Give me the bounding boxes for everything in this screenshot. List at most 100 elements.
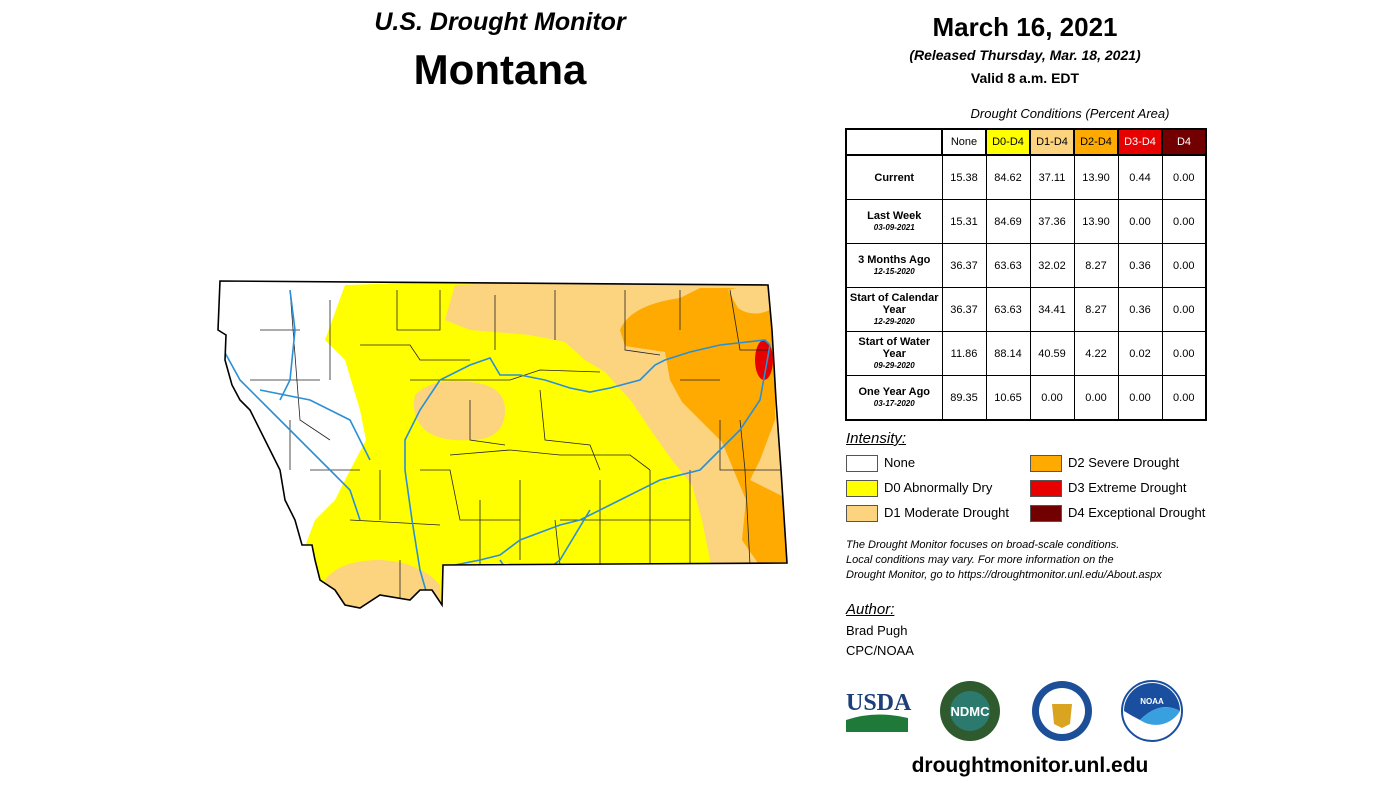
table-cell: 0.00: [1161, 243, 1207, 288]
row-label-text: One Year Ago: [858, 385, 931, 398]
noaa-logo: NOAA: [1121, 680, 1183, 742]
legend-label: D2 Severe Drought: [1068, 455, 1180, 470]
table-cell: 36.37: [941, 287, 987, 332]
svg-text:USDA: USDA: [846, 690, 912, 716]
table-caption: Drought Conditions (Percent Area): [970, 106, 1170, 121]
col-d4: D4: [1161, 128, 1207, 156]
legend-swatch: [846, 480, 878, 497]
row-label: Last Week 03-09-2021: [845, 199, 943, 244]
note-line: Local conditions may vary. For more info…: [846, 554, 1114, 566]
table-cell: 13.90: [1073, 199, 1119, 244]
state-name: Montana: [413, 46, 587, 93]
table-cell: 0.00: [1161, 199, 1207, 244]
website-link[interactable]: droughtmonitor.unl.edu: [911, 754, 1149, 777]
region-d1: [728, 286, 770, 314]
author-name: Brad Pugh: [846, 623, 908, 638]
table-cell: 0.00: [1161, 154, 1207, 200]
table-cell: 37.11: [1029, 154, 1075, 200]
table-cell: 0.00: [1117, 375, 1163, 421]
author-org: CPC/NOAA: [846, 643, 914, 658]
table-cell: 0.02: [1117, 331, 1163, 376]
legend-swatch: [1030, 480, 1062, 497]
legend-label: D0 Abnormally Dry: [884, 480, 993, 495]
table-cell: 84.62: [985, 154, 1031, 200]
table-cell: 89.35: [941, 375, 987, 421]
table-cell: 0.36: [1117, 287, 1163, 332]
table-cell: 84.69: [985, 199, 1031, 244]
legend-swatch: [846, 455, 878, 472]
legend-label: D3 Extreme Drought: [1068, 480, 1187, 495]
table-cell: 88.14: [985, 331, 1031, 376]
header-blank: [845, 128, 943, 156]
table-cell: 8.27: [1073, 243, 1119, 288]
col-d0-d4: D0-D4: [985, 128, 1031, 156]
note-line: Drought Monitor, go to https://droughtmo…: [846, 569, 1162, 581]
table-cell: 0.00: [1117, 199, 1163, 244]
table-cell: 11.86: [941, 331, 987, 376]
map-date: March 16, 2021: [932, 12, 1118, 42]
table-cell: 0.36: [1117, 243, 1163, 288]
table-cell: 10.65: [985, 375, 1031, 421]
row-date: 03-17-2020: [873, 398, 915, 408]
table-cell: 63.63: [985, 287, 1031, 332]
svg-text:NDMC: NDMC: [951, 704, 991, 719]
table-row: 3 Months Ago 12-15-2020 36.37 63.63 32.02 8.2…: [845, 243, 1207, 288]
table-cell: 34.41: [1029, 287, 1075, 332]
valid-time: Valid 8 a.m. EDT: [970, 70, 1080, 86]
region-d1: [413, 381, 505, 441]
ndmc-logo: NDMC: [940, 681, 1000, 741]
row-label-text: 3 Months Ago: [858, 253, 931, 266]
montana-drought-map: [217, 280, 788, 609]
table-cell: 36.37: [941, 243, 987, 288]
table-row: One Year Ago 03-17-2020 89.35 10.65 0.00 0.00…: [845, 375, 1207, 421]
row-label-text: Current: [874, 171, 915, 184]
row-label-text: Last Week: [867, 209, 922, 222]
table-row: Current 15.38 84.62 37.11 13.90 0.44 0.00: [845, 154, 1207, 200]
col-none: None: [941, 128, 987, 156]
row-date: 03-09-2021: [873, 222, 915, 232]
table-cell: 0.00: [1073, 375, 1119, 421]
legend-title: Intensity:: [846, 430, 907, 447]
legend-label: D1 Moderate Drought: [884, 505, 1010, 520]
table-cell: 15.31: [941, 199, 987, 244]
col-d2-d4: D2-D4: [1073, 128, 1119, 156]
row-date: 12-29-2020: [873, 316, 915, 326]
row-date: 09-29-2020: [873, 360, 915, 370]
map-title: U.S. Drought Monitor: [374, 8, 626, 36]
row-label: Start of Water Year 09-29-2020: [845, 331, 943, 376]
county-lines: [250, 289, 787, 600]
note-line: The Drought Monitor focuses on broad-sca…: [846, 539, 1120, 551]
table-header-row: None D0-D4 D1-D4 D2-D4 D3-D4 D4: [845, 128, 1207, 156]
col-d3-d4: D3-D4: [1117, 128, 1163, 156]
table-cell: 4.22: [1073, 331, 1119, 376]
table-row: Start of Water Year 09-29-2020 11.86 88.14 4…: [845, 331, 1207, 376]
table-cell: 63.63: [985, 243, 1031, 288]
table-row: Last Week 03-09-2021 15.31 84.69 37.36 13.90 0…: [845, 199, 1207, 244]
col-d1-d4: D1-D4: [1029, 128, 1075, 156]
region-d2: [620, 288, 787, 570]
row-label-text: Start of Water Year: [858, 335, 931, 360]
svg-text:NOAA: NOAA: [1140, 697, 1164, 706]
legend-label: D4 Exceptional Drought: [1068, 505, 1206, 520]
row-label-text: Start of Calendar Year: [849, 291, 939, 316]
partner-logos: USDA NDMC NOAA: [846, 680, 1183, 742]
row-label: 3 Months Ago 12-15-2020: [845, 243, 943, 288]
row-label: One Year Ago 03-17-2020: [845, 375, 943, 421]
doc-seal-logo: [1032, 681, 1092, 741]
row-label: Current: [845, 154, 943, 200]
table-cell: 0.00: [1029, 375, 1075, 421]
drought-conditions-table: None D0-D4 D1-D4 D2-D4 D3-D4 D4 Current 1…: [845, 128, 1207, 421]
legend-swatch: [846, 505, 878, 522]
legend-swatch: [1030, 455, 1062, 472]
table-row: Start of Calendar Year 12-29-2020 36.37 63.…: [845, 287, 1207, 332]
row-date: 12-15-2020: [873, 266, 915, 276]
release-date: (Released Thursday, Mar. 18, 2021): [909, 47, 1141, 63]
disclaimer-note: The Drought Monitor focuses on broad-sca…: [846, 538, 1226, 583]
table-cell: 8.27: [1073, 287, 1119, 332]
usda-logo: USDA: [846, 690, 912, 732]
table-cell: 37.36: [1029, 199, 1075, 244]
legend-swatch: [1030, 505, 1062, 522]
table-cell: 0.00: [1161, 375, 1207, 421]
legend-label: None: [884, 455, 916, 470]
row-label: Start of Calendar Year 12-29-2020: [845, 287, 943, 332]
